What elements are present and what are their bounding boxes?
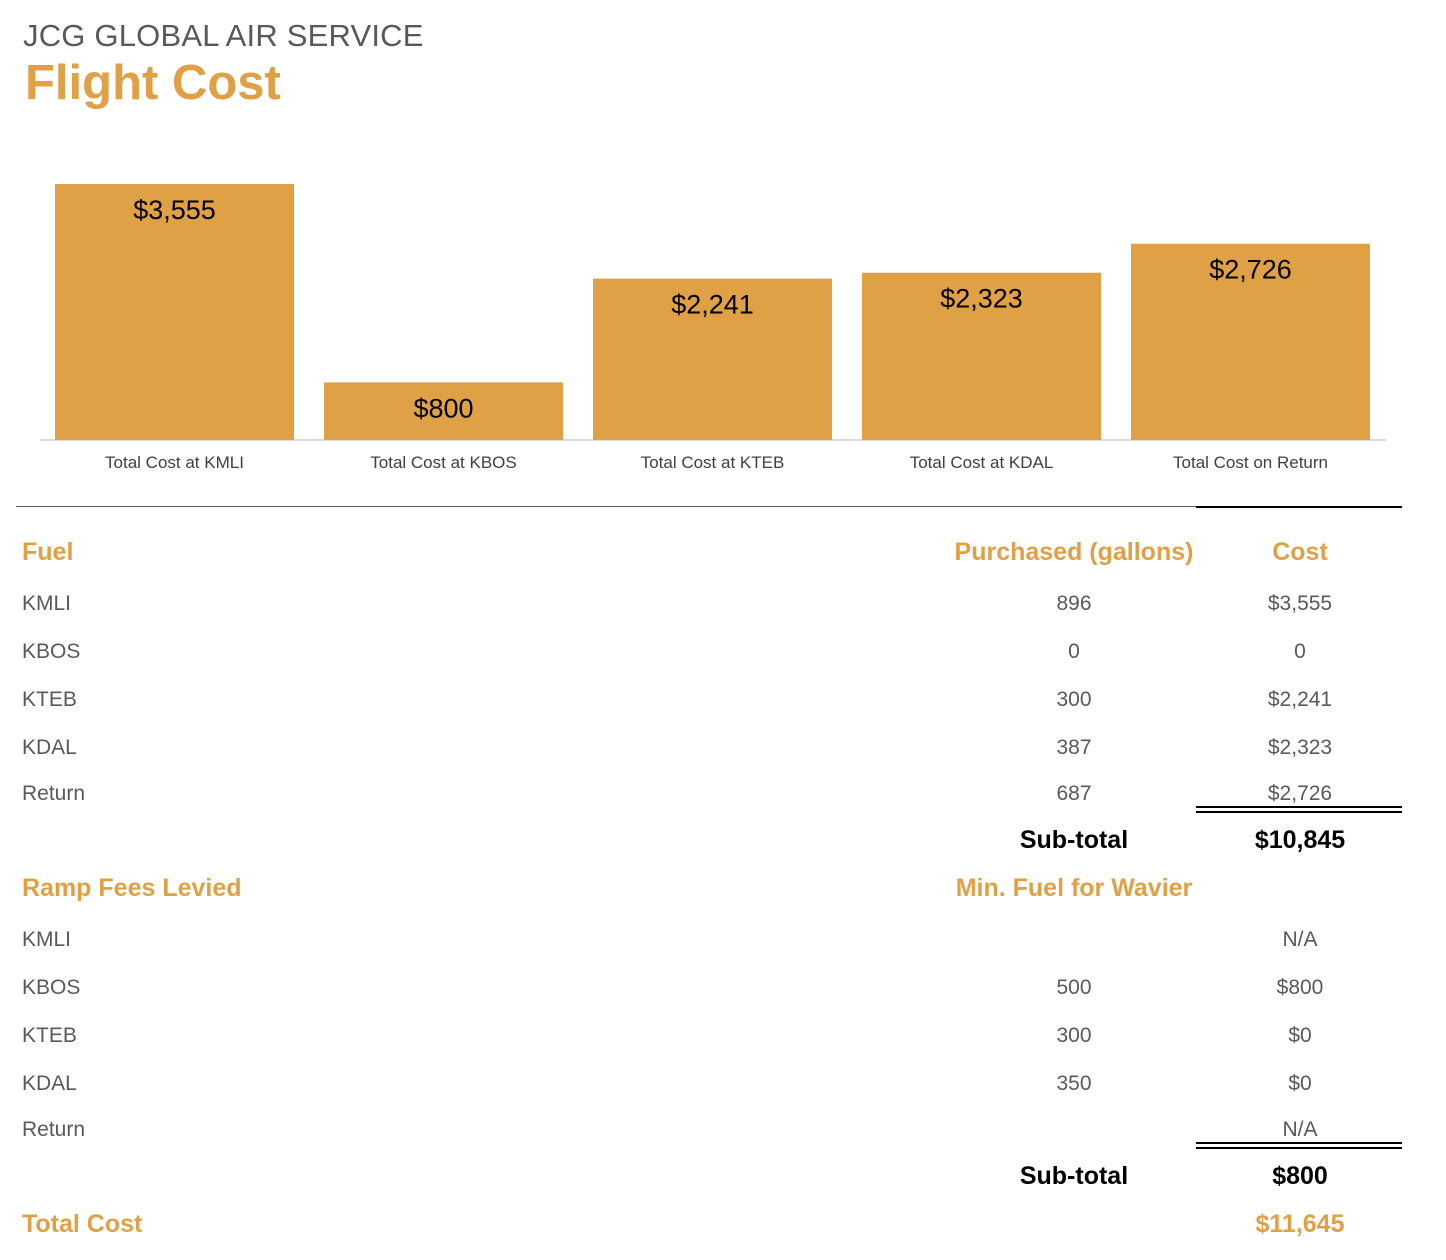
ramp-row-label: KDAL (22, 1072, 77, 1095)
ramp-row-cost: $0 (1288, 1024, 1312, 1047)
fuel-row-cost: $2,241 (1267, 688, 1333, 711)
section-divider (16, 506, 1196, 507)
page-title: Flight Cost (25, 56, 281, 110)
ramp-row-label: KMLI (22, 928, 72, 951)
bar-3 (593, 278, 832, 440)
bar-1 (55, 184, 294, 440)
fuel-row-label: KTEB (22, 688, 77, 711)
ramp-row-label: KTEB (22, 1024, 77, 1047)
cost-header: Cost (1272, 538, 1328, 566)
category-label: Total Cost at KTEB (641, 453, 785, 472)
flight-cost-chart: $3,555 Total Cost at KMLI $800 Total Cost a… (40, 184, 1386, 472)
min-fuel-header: Min. Fuel for Wavier (955, 874, 1193, 902)
fuel-row-cost: $3,555 (1267, 592, 1333, 615)
category-label: Total Cost on Return (1173, 453, 1328, 472)
fuel-row-gallons: 0 (1068, 640, 1080, 663)
ramp-row-min-fuel: 500 (1056, 976, 1092, 999)
fuel-row-cost: $2,323 (1267, 736, 1333, 759)
fuel-row-gallons: 387 (1056, 736, 1092, 759)
total-cost-label: Total Cost (22, 1210, 143, 1238)
fuel-row-gallons: 300 (1056, 688, 1092, 711)
fuel-row-label: KDAL (22, 736, 77, 759)
ramp-row-min-fuel: 350 (1056, 1072, 1092, 1095)
fuel-row-label: KMLI (22, 592, 72, 615)
bar-5 (1131, 243, 1370, 440)
bar-value-label: $3,555 (133, 195, 216, 225)
fuel-subtotal-value: $10,845 (1254, 826, 1346, 854)
fuel-row-gallons: 896 (1056, 592, 1092, 615)
category-label: Total Cost at KMLI (105, 453, 244, 472)
bar-value-label: $2,323 (940, 284, 1023, 314)
category-label: Total Cost at KBOS (370, 453, 516, 472)
ramp-subtotal-label: Sub-total (1019, 1162, 1129, 1190)
fuel-total-rule (1196, 806, 1402, 813)
ramp-row-cost: N/A (1282, 928, 1318, 951)
fuel-heading: Fuel (22, 538, 74, 566)
bar-2 (324, 382, 563, 440)
total-cost-value: $11,645 (1255, 1210, 1345, 1238)
ramp-row-label: Return (22, 1118, 86, 1141)
ramp-total-rule (1196, 1142, 1402, 1149)
bar-value-label: $2,241 (671, 290, 754, 320)
ramp-row-label: KBOS (22, 976, 81, 999)
purchased-gallons-header: Purchased (gallons) (954, 538, 1194, 566)
bar-value-label: $800 (413, 393, 473, 423)
fuel-row-label: Return (22, 782, 86, 805)
ramp-row-cost: $0 (1288, 1072, 1312, 1095)
fuel-row-cost: 0 (1294, 640, 1306, 663)
section-divider-cost (1196, 506, 1402, 508)
category-label: Total Cost at KDAL (910, 453, 1054, 472)
ramp-fees-heading: Ramp Fees Levied (22, 874, 242, 902)
ramp-row-cost: $800 (1276, 976, 1324, 999)
bar-4 (862, 272, 1101, 440)
bar-value-label: $2,726 (1209, 255, 1292, 285)
company-name: JCG GLOBAL AIR SERVICE (23, 18, 424, 53)
fuel-row-cost: $2,726 (1267, 782, 1333, 805)
fuel-subtotal-label: Sub-total (1019, 826, 1129, 854)
fuel-row-gallons: 687 (1056, 782, 1092, 805)
ramp-subtotal-value: $800 (1272, 1162, 1328, 1190)
ramp-row-min-fuel: 300 (1056, 1024, 1092, 1047)
ramp-row-cost: N/A (1282, 1118, 1318, 1141)
fuel-row-label: KBOS (22, 640, 81, 663)
